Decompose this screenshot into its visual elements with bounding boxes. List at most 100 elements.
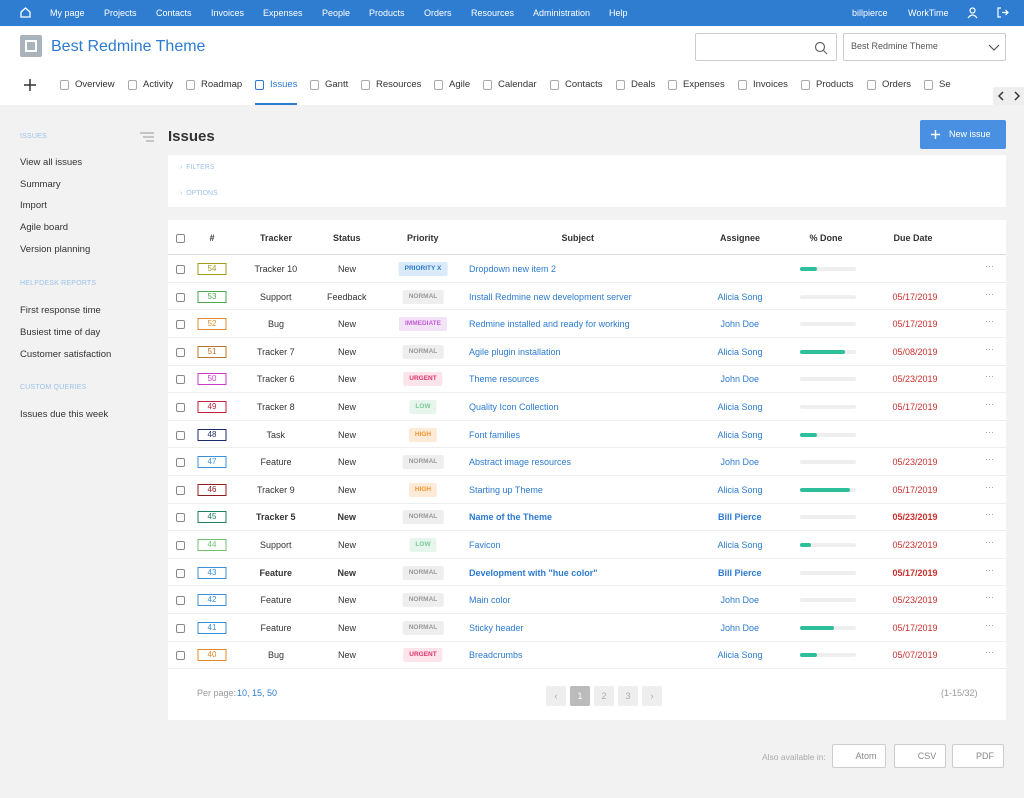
issue-row[interactable] xyxy=(168,586,1006,614)
tab[interactable]: Resources xyxy=(376,79,422,90)
issue-id[interactable]: 42 xyxy=(197,594,227,607)
options-toggle[interactable]: › OPTIONS xyxy=(180,190,218,197)
issue-id[interactable]: 40 xyxy=(197,649,227,662)
sidebar-link[interactable]: Agile board xyxy=(20,222,69,233)
issue-assignee[interactable]: Bill Pierce xyxy=(718,567,762,578)
checkbox[interactable] xyxy=(176,541,185,550)
issue-subject[interactable]: Sticky header xyxy=(469,622,524,633)
issue-row[interactable] xyxy=(168,504,1006,532)
row-menu[interactable]: ··· xyxy=(985,564,994,575)
issue-subject[interactable]: Abstract image resources xyxy=(469,457,572,468)
page-link[interactable]: 1 xyxy=(570,686,590,706)
checkbox[interactable] xyxy=(176,430,185,440)
issue-id[interactable]: 50 xyxy=(197,373,227,386)
issue-assignee[interactable]: Alicia Song xyxy=(717,291,763,302)
issue-id[interactable]: 44 xyxy=(197,539,227,551)
add-button[interactable] xyxy=(24,79,36,91)
row-menu[interactable]: ··· xyxy=(985,619,994,630)
issue-subject[interactable]: Name of the Theme xyxy=(469,512,553,523)
issue-subject[interactable]: Theme resources xyxy=(469,374,540,385)
top-menu-item[interactable]: Projects xyxy=(104,8,137,18)
top-menu-item[interactable]: People xyxy=(322,8,351,18)
issue-assignee[interactable]: John Doe xyxy=(720,374,760,385)
sidebar-toggle[interactable] xyxy=(140,131,154,143)
issue-row[interactable] xyxy=(168,531,1006,559)
page-link[interactable]: 3 xyxy=(618,686,638,706)
column-header[interactable]: % Done xyxy=(809,233,843,243)
top-menu-item[interactable]: Orders xyxy=(424,8,452,18)
tab[interactable]: Calendar xyxy=(498,79,537,90)
sidebar-link[interactable]: Busiest time of day xyxy=(20,327,101,338)
issue-subject[interactable]: Quality Icon Collection xyxy=(469,402,559,412)
issue-assignee[interactable]: John Doe xyxy=(720,622,760,633)
tab[interactable]: Overview xyxy=(75,79,115,90)
row-menu[interactable]: ··· xyxy=(985,316,994,327)
user-menu-item[interactable]: WorkTime xyxy=(908,8,949,18)
issue-row[interactable] xyxy=(168,448,1006,476)
checkbox[interactable] xyxy=(176,265,185,274)
checkbox[interactable] xyxy=(176,320,185,330)
row-menu[interactable]: ··· xyxy=(985,426,994,437)
search-box[interactable] xyxy=(695,33,837,61)
column-header[interactable]: Subject xyxy=(561,233,595,243)
issue-id[interactable]: 49 xyxy=(197,401,227,413)
home-icon[interactable] xyxy=(19,6,32,19)
top-menu-item[interactable]: My page xyxy=(50,8,85,18)
sidebar-link[interactable]: Customer satisfaction xyxy=(20,349,112,360)
column-header[interactable]: Tracker xyxy=(260,233,293,243)
issue-subject[interactable]: Dropdown new item 2 xyxy=(469,264,557,274)
row-menu[interactable]: ··· xyxy=(985,399,994,409)
user-menu-item[interactable]: billpierce xyxy=(852,8,888,18)
column-header[interactable]: Assignee xyxy=(720,233,761,243)
issue-row[interactable] xyxy=(168,255,1006,283)
tab[interactable]: Activity xyxy=(143,79,174,90)
tab[interactable]: Deals xyxy=(631,79,656,90)
page-next[interactable]: › xyxy=(642,686,662,706)
top-menu-item[interactable]: Resources xyxy=(471,8,515,18)
project-title[interactable]: Best Redmine Theme xyxy=(51,38,206,55)
issue-id[interactable]: 45 xyxy=(197,511,227,524)
issue-id[interactable]: 41 xyxy=(197,621,227,634)
issue-assignee[interactable]: Alicia Song xyxy=(717,650,763,661)
checkbox[interactable] xyxy=(176,347,185,357)
issue-subject[interactable]: Development with "hue color" xyxy=(469,567,598,578)
export-button[interactable]: PDF xyxy=(952,744,1004,768)
issue-id[interactable]: 48 xyxy=(197,428,227,441)
issue-subject[interactable]: Favicon xyxy=(469,540,501,550)
project-select[interactable]: Best Redmine Theme xyxy=(843,33,1006,61)
issue-id[interactable]: 53 xyxy=(197,290,227,303)
tab[interactable]: Gantt xyxy=(325,79,349,90)
top-menu-item[interactable]: Contacts xyxy=(156,8,192,18)
export-button[interactable]: CSV xyxy=(894,744,946,768)
issue-row[interactable] xyxy=(168,366,1006,394)
top-menu-item[interactable]: Invoices xyxy=(211,8,245,18)
checkbox[interactable] xyxy=(176,513,185,523)
column-header[interactable]: Priority xyxy=(407,233,439,243)
checkbox[interactable] xyxy=(176,623,185,633)
issue-id[interactable]: 46 xyxy=(197,483,227,496)
top-menu-item[interactable]: Products xyxy=(369,8,405,18)
sidebar-link[interactable]: Version planning xyxy=(20,244,91,255)
issue-id[interactable]: 43 xyxy=(197,566,227,579)
tab-scroll[interactable] xyxy=(993,87,1024,105)
top-menu-item[interactable]: Administration xyxy=(533,8,591,18)
tab[interactable]: Products xyxy=(816,79,854,90)
row-menu[interactable]: ··· xyxy=(985,343,994,354)
checkbox[interactable] xyxy=(176,292,185,302)
checkbox[interactable] xyxy=(176,458,185,468)
row-menu[interactable]: ··· xyxy=(985,261,994,271)
column-header[interactable]: # xyxy=(209,233,215,243)
page-prev[interactable]: ‹ xyxy=(546,686,566,706)
row-menu[interactable]: ··· xyxy=(985,481,994,492)
issue-subject[interactable]: Main color xyxy=(469,595,511,606)
row-menu[interactable]: ··· xyxy=(985,647,994,658)
checkbox[interactable] xyxy=(176,485,185,495)
sidebar-link[interactable]: Import xyxy=(20,200,47,211)
issue-subject[interactable]: Agile plugin installation xyxy=(469,346,561,357)
issue-row[interactable] xyxy=(168,421,1006,449)
top-menu-item[interactable]: Help xyxy=(609,8,628,18)
per-page-options[interactable]: 10, 15, 50 xyxy=(237,688,278,698)
issue-subject[interactable]: Font families xyxy=(469,429,521,440)
column-header[interactable]: Due Date xyxy=(893,233,933,243)
issue-subject[interactable]: Breadcrumbs xyxy=(469,650,523,661)
